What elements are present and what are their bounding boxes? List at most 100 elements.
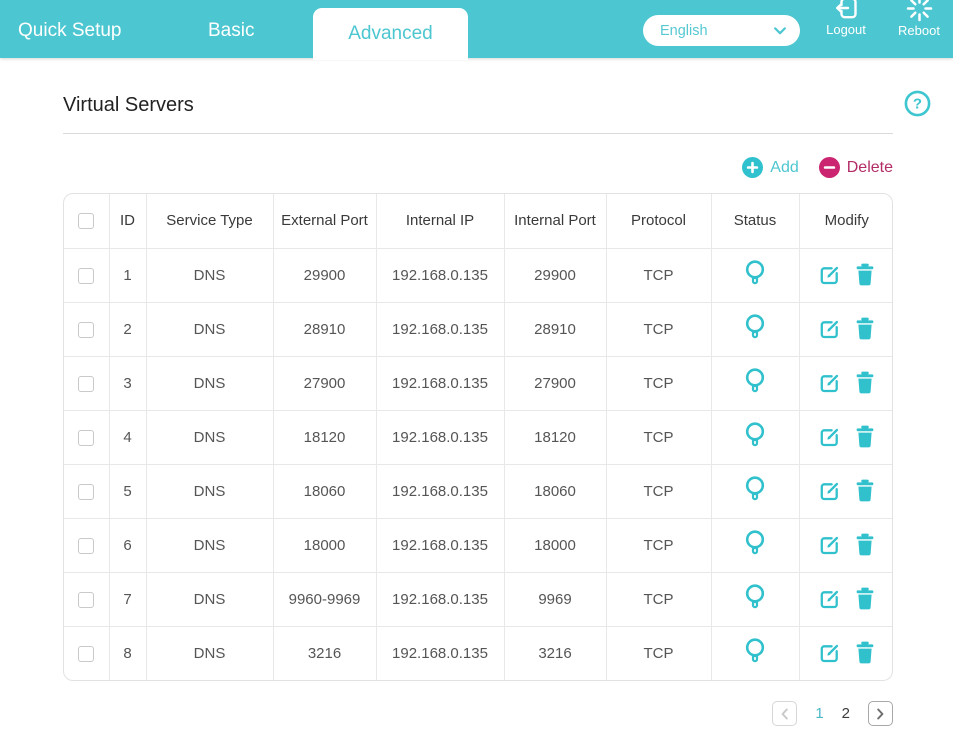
row-checkbox-cell bbox=[64, 518, 110, 573]
table-row: 8 DNS 3216 192.168.0.135 3216 TCP bbox=[64, 626, 892, 680]
header-internal-port: Internal Port bbox=[504, 194, 607, 249]
cell-internal-ip: 192.168.0.135 bbox=[376, 626, 505, 680]
edit-icon[interactable] bbox=[818, 642, 841, 665]
delete-button[interactable]: Delete bbox=[818, 157, 893, 178]
cell-modify bbox=[799, 410, 892, 465]
cell-internal-port: 3216 bbox=[504, 626, 607, 680]
edit-icon[interactable] bbox=[818, 318, 841, 341]
cell-service-type: DNS bbox=[146, 572, 274, 627]
language-selected-value: English bbox=[660, 22, 708, 39]
page-number-1[interactable]: 1 bbox=[815, 705, 824, 722]
trash-icon[interactable] bbox=[855, 641, 875, 665]
status-enabled-lightbulb-icon[interactable] bbox=[743, 367, 767, 396]
help-button[interactable]: ? bbox=[904, 90, 931, 117]
cell-internal-ip: 192.168.0.135 bbox=[376, 518, 505, 573]
table-row: 3 DNS 27900 192.168.0.135 27900 TCP bbox=[64, 356, 892, 411]
cell-modify bbox=[799, 464, 892, 519]
trash-icon[interactable] bbox=[855, 533, 875, 557]
cell-service-type: DNS bbox=[146, 626, 274, 680]
row-checkbox-cell bbox=[64, 572, 110, 627]
cell-service-type: DNS bbox=[146, 248, 274, 303]
edit-icon[interactable] bbox=[818, 534, 841, 557]
table-row: 7 DNS 9960-9969 192.168.0.135 9969 TCP bbox=[64, 572, 892, 627]
row-checkbox[interactable] bbox=[78, 483, 95, 500]
row-checkbox-cell bbox=[64, 248, 110, 303]
status-enabled-lightbulb-icon[interactable] bbox=[743, 259, 767, 288]
cell-service-type: DNS bbox=[146, 356, 274, 411]
cell-status bbox=[711, 248, 800, 303]
cell-service-type: DNS bbox=[146, 410, 274, 465]
row-checkbox[interactable] bbox=[78, 591, 95, 608]
nav-tab-advanced[interactable]: Advanced bbox=[313, 8, 468, 60]
cell-id: 2 bbox=[109, 302, 147, 357]
add-button[interactable]: Add bbox=[742, 157, 799, 178]
cell-protocol: TCP bbox=[606, 464, 712, 519]
cell-internal-port: 18060 bbox=[504, 464, 607, 519]
trash-icon[interactable] bbox=[855, 263, 875, 287]
page-number-2[interactable]: 2 bbox=[841, 705, 850, 722]
row-checkbox[interactable] bbox=[78, 267, 95, 284]
row-checkbox[interactable] bbox=[78, 537, 95, 554]
next-page-button[interactable] bbox=[868, 701, 893, 726]
cell-internal-port: 27900 bbox=[504, 356, 607, 411]
cell-id: 5 bbox=[109, 464, 147, 519]
cell-external-port: 27900 bbox=[273, 356, 377, 411]
row-checkbox[interactable] bbox=[78, 321, 95, 338]
row-checkbox[interactable] bbox=[78, 429, 95, 446]
trash-icon[interactable] bbox=[855, 425, 875, 449]
cell-external-port: 18000 bbox=[273, 518, 377, 573]
row-checkbox[interactable] bbox=[78, 645, 95, 662]
table-row: 6 DNS 18000 192.168.0.135 18000 TCP bbox=[64, 518, 892, 573]
row-checkbox-cell bbox=[64, 410, 110, 465]
trash-icon[interactable] bbox=[855, 479, 875, 503]
trash-icon[interactable] bbox=[855, 371, 875, 395]
reboot-button[interactable]: Reboot bbox=[891, 0, 947, 38]
row-checkbox[interactable] bbox=[78, 375, 95, 392]
header-modify: Modify bbox=[799, 194, 892, 249]
edit-icon[interactable] bbox=[818, 264, 841, 287]
edit-icon[interactable] bbox=[818, 480, 841, 503]
row-checkbox-cell bbox=[64, 464, 110, 519]
prev-page-button[interactable] bbox=[772, 701, 798, 726]
cell-external-port: 28910 bbox=[273, 302, 377, 357]
status-enabled-lightbulb-icon[interactable] bbox=[743, 529, 767, 558]
cell-internal-ip: 192.168.0.135 bbox=[376, 410, 505, 465]
status-enabled-lightbulb-icon[interactable] bbox=[743, 421, 767, 450]
cell-modify bbox=[799, 302, 892, 357]
header-external-port: External Port bbox=[273, 194, 377, 249]
cell-external-port: 3216 bbox=[273, 626, 377, 680]
cell-internal-port: 18120 bbox=[504, 410, 607, 465]
trash-icon[interactable] bbox=[855, 317, 875, 341]
select-all-checkbox[interactable] bbox=[78, 213, 95, 230]
edit-icon[interactable] bbox=[818, 426, 841, 449]
trash-icon[interactable] bbox=[855, 587, 875, 611]
edit-icon[interactable] bbox=[818, 372, 841, 395]
cell-internal-ip: 192.168.0.135 bbox=[376, 464, 505, 519]
cell-service-type: DNS bbox=[146, 302, 274, 357]
status-enabled-lightbulb-icon[interactable] bbox=[743, 475, 767, 504]
nav-tab-quick-setup[interactable]: Quick Setup bbox=[18, 20, 122, 41]
status-enabled-lightbulb-icon[interactable] bbox=[743, 583, 767, 612]
status-enabled-lightbulb-icon[interactable] bbox=[743, 313, 767, 342]
cell-id: 4 bbox=[109, 410, 147, 465]
language-select[interactable]: English bbox=[643, 15, 800, 46]
header-protocol: Protocol bbox=[606, 194, 712, 249]
cell-internal-port: 28910 bbox=[504, 302, 607, 357]
cell-protocol: TCP bbox=[606, 572, 712, 627]
edit-icon[interactable] bbox=[818, 588, 841, 611]
cell-external-port: 18060 bbox=[273, 464, 377, 519]
cell-status bbox=[711, 410, 800, 465]
logout-button[interactable]: Logout bbox=[818, 0, 874, 37]
minus-circle-icon bbox=[818, 157, 840, 178]
cell-protocol: TCP bbox=[606, 518, 712, 573]
virtual-servers-table: ID Service Type External Port Internal I… bbox=[63, 193, 893, 681]
header-status: Status bbox=[711, 194, 800, 249]
cell-external-port: 9960-9969 bbox=[273, 572, 377, 627]
status-enabled-lightbulb-icon[interactable] bbox=[743, 637, 767, 666]
cell-internal-port: 29900 bbox=[504, 248, 607, 303]
nav-tab-basic[interactable]: Basic bbox=[208, 20, 255, 41]
cell-status bbox=[711, 626, 800, 680]
chevron-down-icon bbox=[774, 26, 786, 35]
cell-internal-ip: 192.168.0.135 bbox=[376, 356, 505, 411]
svg-text:?: ? bbox=[913, 96, 922, 113]
